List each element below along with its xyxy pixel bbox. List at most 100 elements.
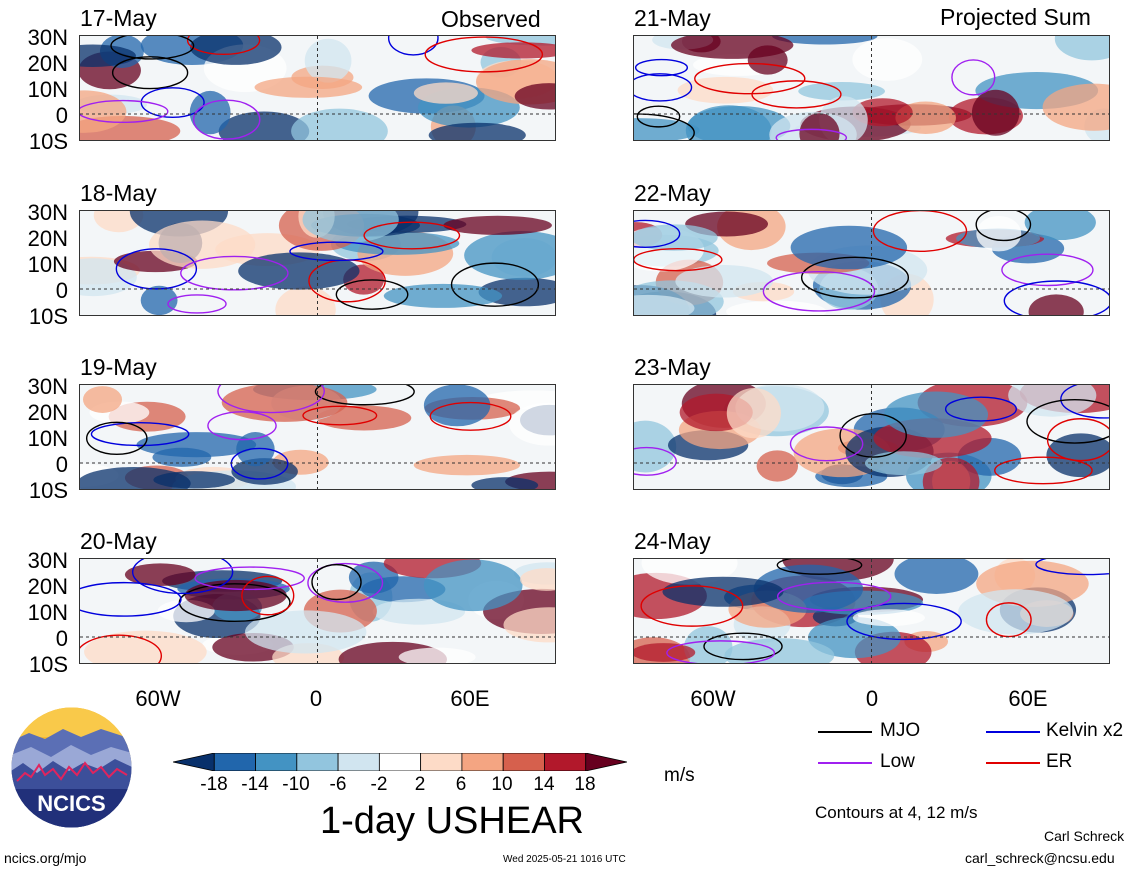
contour-line [111, 56, 189, 90]
contour-line [115, 248, 198, 290]
shear-blob [976, 215, 1022, 252]
panel-date-obs-2: 18-May [80, 180, 157, 206]
map-field [80, 211, 555, 315]
contour-line [180, 255, 289, 291]
shear-blob [189, 90, 231, 135]
contour-line [789, 426, 864, 462]
shear-blob [756, 450, 799, 482]
contour-line [167, 294, 227, 314]
lat-label-20n: 20N [27, 574, 68, 599]
shear-blob [184, 579, 287, 612]
shear-blob [662, 576, 784, 607]
contour-line [387, 36, 439, 56]
shear-blob [413, 454, 521, 476]
contour-line [944, 396, 1018, 422]
shear-blob [423, 385, 491, 427]
shear-blob [124, 563, 196, 586]
shear-blob [398, 647, 476, 663]
lon-label-60e-right: 60E [1008, 686, 1048, 711]
author-email[interactable]: carl_schreck@ncsu.edu [965, 850, 1115, 866]
shear-blob [464, 231, 555, 280]
contour-line [230, 447, 289, 480]
colorbar-tick: -6 [329, 774, 347, 795]
contour-line [194, 566, 305, 591]
map-field [80, 36, 555, 140]
shear-blob [894, 559, 979, 594]
panel-date-obs-3: 19-May [80, 354, 157, 380]
timestamp: Wed 2025-05-21 1016 UTC [503, 854, 626, 865]
legend-line-low [818, 762, 872, 764]
colorbar-swatch [585, 752, 628, 772]
lon-label-60w-right: 60W [690, 686, 736, 711]
contour-line [1003, 280, 1109, 315]
shear-blob [1024, 211, 1096, 241]
contour-line [80, 634, 163, 663]
colorbar-units: m/s [664, 765, 695, 786]
legend-label-kelvin: Kelvin x2 [1046, 720, 1124, 741]
contour-line [1060, 385, 1109, 419]
projected-label: Projected Sum [940, 4, 1091, 30]
lat-label-30n: 30N [27, 374, 68, 399]
contour-line [192, 99, 261, 140]
shear-blob [808, 617, 901, 659]
lat-label-20n: 20N [27, 226, 68, 251]
contour-line [140, 87, 205, 118]
shear-blob [726, 300, 827, 315]
colorbar-swatch [296, 752, 339, 772]
contour-line [186, 36, 261, 56]
contour-line [80, 581, 182, 617]
contour-line [363, 221, 461, 250]
shear-blob [84, 630, 207, 663]
colorbar-swatch [420, 752, 463, 772]
colorbar-tick: -10 [282, 774, 310, 795]
colorbar-swatch [337, 752, 380, 772]
shear-blob [471, 477, 539, 489]
map-panel-obs-3 [79, 384, 556, 490]
map-panel-proj-3 [633, 384, 1110, 490]
legend-label-er: ER [1046, 751, 1073, 772]
shear-blob [798, 82, 885, 101]
map-field [80, 385, 555, 489]
panel-date-proj-2: 22-May [634, 180, 711, 206]
lat-label-10n: 10N [27, 77, 68, 102]
logo-text: NCICS [37, 791, 106, 816]
colorbar-tick: 6 [455, 774, 467, 795]
ncics-logo: NCICS [11, 707, 132, 828]
site-link[interactable]: ncics.org/mjo [4, 850, 87, 866]
contour-line [302, 405, 378, 426]
lat-label-30n: 30N [27, 25, 68, 50]
legend-line-er [986, 762, 1040, 764]
shear-blob [140, 285, 178, 315]
shear-blob [383, 283, 503, 308]
lat-label-10n: 10N [27, 252, 68, 277]
shear-blob [218, 111, 310, 140]
map-panel-proj-2 [633, 210, 1110, 316]
shear-blob [509, 402, 555, 446]
shear-blob [302, 211, 399, 243]
shear-blob [677, 76, 774, 104]
colorbar-swatch [378, 752, 422, 772]
contour-line [90, 421, 190, 447]
contour-line [429, 401, 512, 431]
lon-label-0-right: 0 [865, 686, 879, 711]
contour-line [994, 456, 1093, 485]
legend-label-low: Low [880, 751, 915, 772]
contour-line [775, 128, 848, 140]
contour-line [1046, 418, 1109, 462]
shear-blob [275, 286, 336, 315]
colorbar-tick: 18 [574, 774, 596, 795]
map-field [634, 385, 1109, 489]
shear-blob [80, 466, 191, 489]
map-panel-obs-2 [79, 210, 556, 316]
colorbar [172, 752, 628, 776]
map-field [634, 36, 1109, 140]
shear-blob [772, 36, 878, 45]
colorbar-swatch [172, 752, 215, 772]
contour-line [776, 581, 892, 612]
lon-label-60e-left: 60E [450, 686, 490, 711]
map-field [80, 559, 555, 663]
contour-line [634, 247, 723, 272]
contour-line [80, 99, 169, 124]
colorbar-swatch [213, 752, 256, 772]
shear-blob [864, 451, 943, 476]
